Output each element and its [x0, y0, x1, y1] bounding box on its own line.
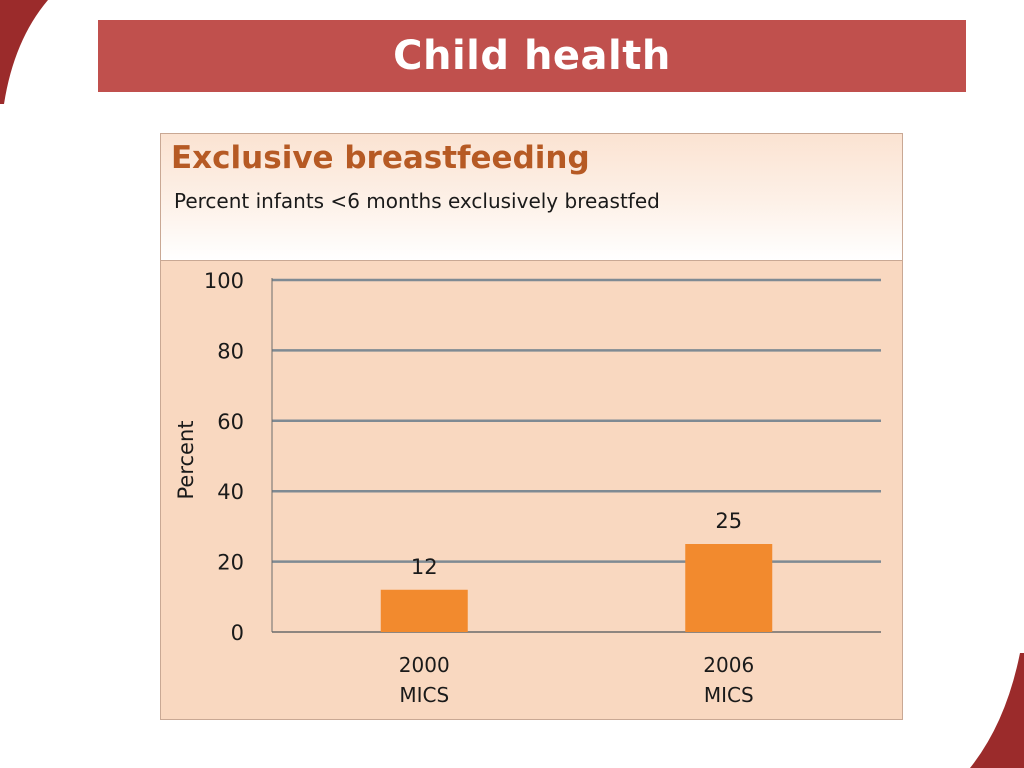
corner-accent-top-left [0, 0, 48, 104]
chart-title: Exclusive breastfeeding [171, 140, 590, 176]
y-tick-label: 80 [217, 339, 244, 363]
chart-header: Exclusive breastfeeding Percent infants … [161, 134, 902, 261]
slide-title: Child health [393, 33, 671, 79]
y-tick-label: 40 [217, 480, 244, 504]
x-tick-label: MICS [399, 683, 449, 707]
title-banner: Child health [98, 20, 966, 92]
y-tick-label: 100 [204, 269, 244, 293]
x-tick-label: MICS [704, 683, 754, 707]
y-tick-label: 60 [217, 410, 244, 434]
corner-accent-bottom-right [970, 653, 1024, 768]
x-tick-label: 2006 [703, 653, 754, 677]
y-axis-label: Percent [174, 420, 198, 499]
bar [685, 544, 773, 632]
chart-subtitle: Percent infants <6 months exclusively br… [174, 189, 660, 213]
y-tick-label: 0 [231, 621, 244, 645]
chart-panel: Exclusive breastfeeding Percent infants … [160, 133, 903, 720]
bar [380, 589, 468, 632]
data-label: 25 [715, 509, 742, 533]
x-tick-label: 2000 [399, 653, 450, 677]
bar-chart: 0 20 40 60 80 100 Percent 12 2000 MICS 25 2006 MICS [174, 269, 881, 707]
data-label: 12 [411, 555, 438, 579]
y-tick-label: 20 [217, 551, 244, 575]
